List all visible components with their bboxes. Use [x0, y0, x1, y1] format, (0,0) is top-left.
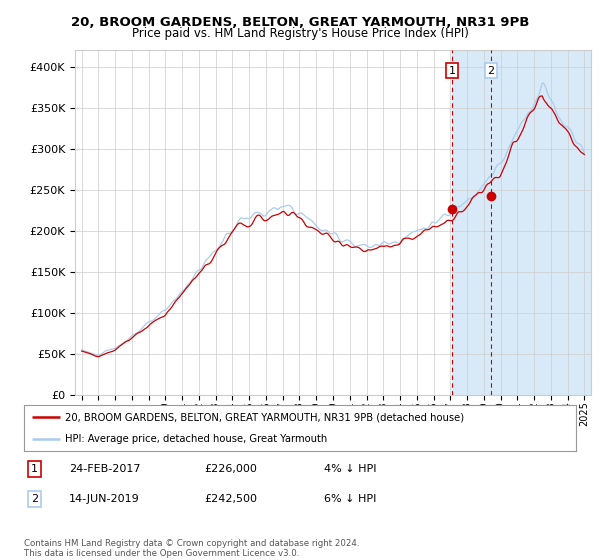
- Text: 20, BROOM GARDENS, BELTON, GREAT YARMOUTH, NR31 9PB: 20, BROOM GARDENS, BELTON, GREAT YARMOUT…: [71, 16, 529, 29]
- Text: 2: 2: [31, 494, 38, 504]
- Text: 1: 1: [449, 66, 456, 76]
- Bar: [452, 50, 591, 395]
- Text: Contains HM Land Registry data © Crown copyright and database right 2024.
This d: Contains HM Land Registry data © Crown c…: [24, 539, 359, 558]
- Text: 20, BROOM GARDENS, BELTON, GREAT YARMOUTH, NR31 9PB (detached house): 20, BROOM GARDENS, BELTON, GREAT YARMOUT…: [65, 412, 464, 422]
- Text: HPI: Average price, detached house, Great Yarmouth: HPI: Average price, detached house, Grea…: [65, 435, 328, 444]
- Text: 1: 1: [31, 464, 38, 474]
- Text: 6% ↓ HPI: 6% ↓ HPI: [324, 494, 376, 504]
- Text: £242,500: £242,500: [204, 494, 257, 504]
- Text: 4% ↓ HPI: 4% ↓ HPI: [324, 464, 377, 474]
- Text: 24-FEB-2017: 24-FEB-2017: [69, 464, 140, 474]
- Text: 14-JUN-2019: 14-JUN-2019: [69, 494, 140, 504]
- Text: 2: 2: [488, 66, 495, 76]
- Text: Price paid vs. HM Land Registry's House Price Index (HPI): Price paid vs. HM Land Registry's House …: [131, 27, 469, 40]
- Text: £226,000: £226,000: [204, 464, 257, 474]
